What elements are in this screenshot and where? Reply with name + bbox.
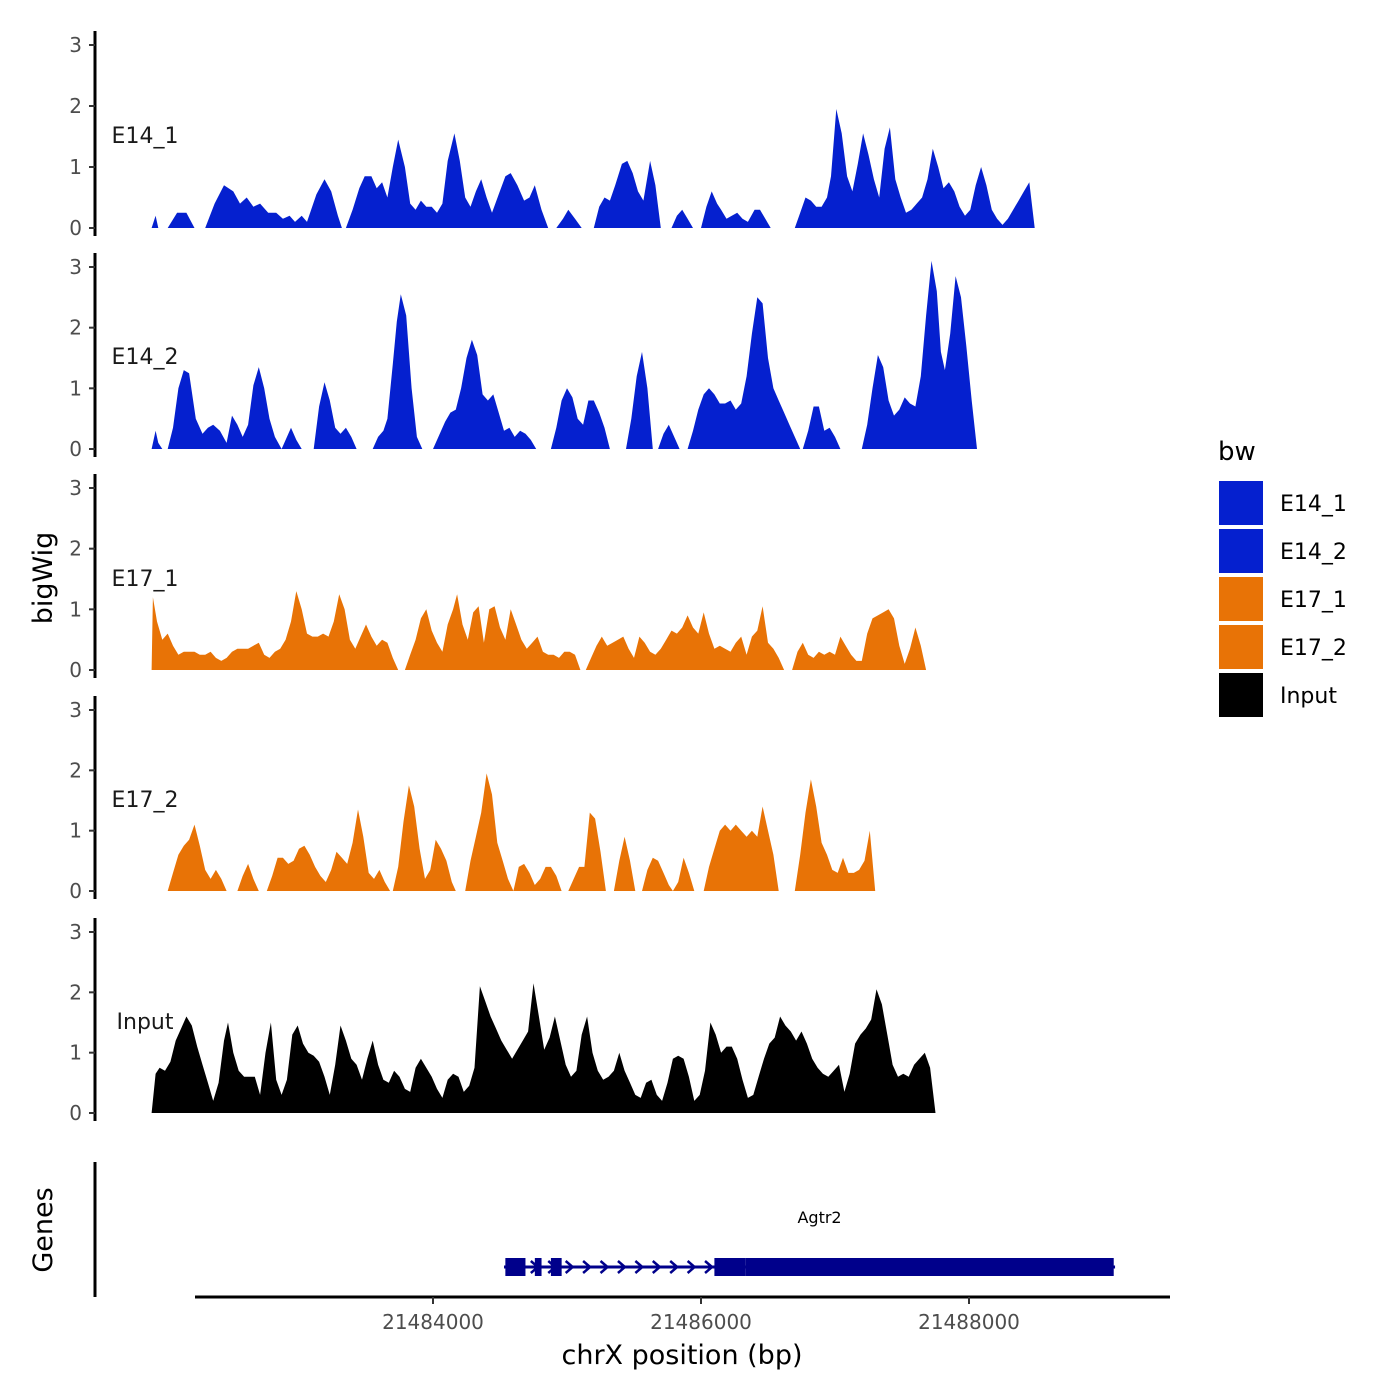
legend-label: E17_2	[1280, 636, 1347, 661]
gene-exon	[745, 1258, 1114, 1276]
y-tick-label: 2	[69, 94, 82, 118]
x-tick-label: 21484000	[382, 1310, 484, 1334]
strand-arrow	[564, 1260, 575, 1274]
track-e14-1: 0 1 2 3 E14_1	[69, 31, 1037, 240]
gene-label: Agtr2	[797, 1208, 841, 1227]
strand-arrow	[599, 1260, 610, 1274]
legend: bw E14_1 E14_2 E17_1 E17_2 Input	[1218, 437, 1347, 717]
legend-label: E17_1	[1280, 588, 1347, 613]
y-tick-label: 1	[69, 1041, 82, 1065]
track-e14-2: 0 1 2 3 E14_2	[69, 253, 983, 461]
x-axis: 21484000 21486000 21488000	[195, 1295, 1170, 1334]
coverage-area	[151, 983, 936, 1113]
track-label: E17_1	[112, 567, 179, 592]
track-panels: 0 1 2 3 E14_1 0 1 2 3 E14_2 0 1 2 3 E17_1 0 1 2 3 E17_2 0 1 2 3…	[69, 31, 1037, 1125]
y-tick-label: 0	[69, 658, 82, 682]
legend-label: E14_1	[1280, 492, 1347, 517]
track-e17-1: 0 1 2 3 E17_1	[69, 474, 927, 682]
gene-exon	[534, 1258, 542, 1276]
legend-swatch	[1219, 481, 1263, 525]
track-label: Input	[117, 1010, 174, 1035]
y-tick-label: 2	[69, 316, 82, 340]
y-tick-label: 1	[69, 376, 82, 400]
track-input: 0 1 2 3 Input	[69, 918, 936, 1125]
y-tick-label: 0	[69, 216, 82, 240]
legend-label: Input	[1280, 684, 1337, 709]
y-tick-label: 3	[69, 920, 82, 944]
y-tick-label: 2	[69, 980, 82, 1004]
y-tick-label: 1	[69, 155, 82, 179]
y-tick-label: 0	[69, 437, 82, 461]
track-label: E14_1	[112, 124, 179, 149]
track-label: E17_2	[112, 788, 179, 813]
gene-panel: Agtr2	[93, 1162, 1116, 1297]
y-tick-label: 3	[69, 476, 82, 500]
y-tick-label: 1	[69, 819, 82, 843]
legend-swatch	[1219, 529, 1263, 573]
legend-swatch	[1219, 673, 1263, 717]
legend-swatch	[1219, 625, 1263, 669]
legend-swatch	[1219, 577, 1263, 621]
strand-arrow	[686, 1260, 697, 1274]
y-tick-label: 0	[69, 879, 82, 903]
track-e17-2: 0 1 2 3 E17_2	[69, 696, 876, 903]
strand-arrow	[669, 1260, 680, 1274]
x-tick-label: 21488000	[918, 1310, 1020, 1334]
legend-label: E14_2	[1280, 540, 1347, 565]
y-tick-label: 2	[69, 537, 82, 561]
y-tick-label: 3	[69, 698, 82, 722]
strand-arrow	[617, 1260, 627, 1274]
genes-axis-title: Genes	[28, 1187, 59, 1272]
coverage-area	[151, 109, 1037, 228]
strand-arrow	[651, 1260, 662, 1274]
x-tick-label: 21486000	[650, 1310, 752, 1334]
strand-arrow	[582, 1260, 593, 1274]
x-axis-title: chrX position (bp)	[561, 1340, 802, 1371]
coverage-area	[151, 591, 927, 670]
track-label: E14_2	[112, 345, 179, 370]
coverage-area	[167, 773, 876, 891]
y-tick-label: 0	[69, 1101, 82, 1125]
y-axis-title: bigWig	[28, 532, 59, 625]
strand-arrow	[704, 1260, 714, 1274]
y-tick-label: 2	[69, 758, 82, 782]
strand-arrow	[634, 1260, 645, 1274]
legend-title: bw	[1218, 437, 1256, 467]
gene-exon	[505, 1258, 526, 1276]
gene-exon	[550, 1258, 562, 1276]
coverage-area	[151, 260, 983, 449]
gene-exon	[714, 1258, 746, 1276]
y-tick-label: 3	[69, 255, 82, 279]
y-tick-label: 3	[69, 33, 82, 57]
y-tick-label: 1	[69, 597, 82, 621]
